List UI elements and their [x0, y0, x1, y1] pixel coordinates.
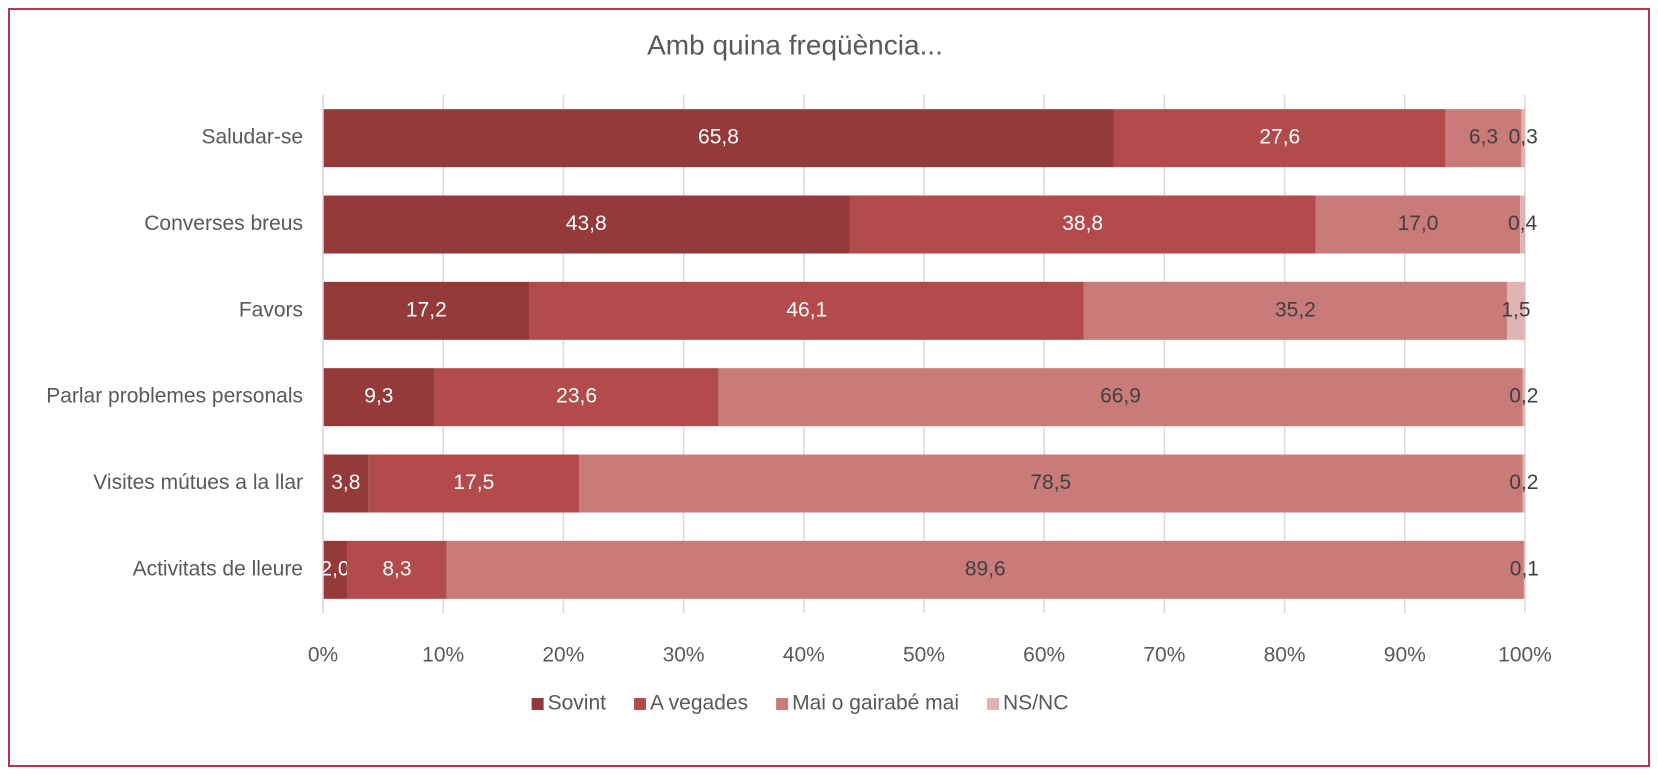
bar-segment: [446, 540, 1524, 599]
bar-segment: [1083, 281, 1507, 340]
data-label: 2,0: [320, 557, 349, 580]
legend-label: NS/NC: [1003, 692, 1068, 715]
bar-segment: [1520, 195, 1525, 254]
bar-segment: [434, 368, 719, 427]
bar-segment: [1506, 281, 1525, 340]
data-label: 46,1: [786, 298, 827, 321]
bar-segment: [718, 368, 1523, 427]
data-label: 78,5: [1030, 471, 1071, 494]
data-label: 1,5: [1501, 298, 1530, 321]
x-tick-label: 100%: [1498, 644, 1552, 667]
y-tick-label: Visites mútues a la llar: [93, 471, 303, 494]
x-tick-label: 0%: [308, 644, 338, 667]
bar-segment: [323, 195, 850, 254]
bar-segment: [849, 195, 1316, 254]
data-label: 38,8: [1062, 212, 1103, 235]
x-tick-label: 20%: [542, 644, 584, 667]
y-tick-label: Activitats de lleure: [133, 557, 303, 580]
bar-segment: [1521, 109, 1525, 168]
x-tick-label: 10%: [422, 644, 464, 667]
data-label: 17,0: [1398, 212, 1439, 235]
data-label: 0,2: [1509, 385, 1538, 408]
y-tick-label: Saludar-se: [201, 126, 303, 149]
legend-label: A vegades: [650, 692, 748, 715]
data-label: 8,3: [382, 557, 411, 580]
bar-segment: [347, 540, 447, 599]
data-label: 3,8: [331, 471, 360, 494]
x-tick-label: 60%: [1023, 644, 1065, 667]
bar-segment: [579, 454, 1523, 513]
legend-swatch: [531, 698, 544, 710]
data-label: 23,6: [556, 385, 597, 408]
bar-segment: [323, 281, 530, 340]
legend-swatch: [776, 698, 789, 710]
data-label: 17,5: [453, 471, 494, 494]
legend-label: Sovint: [548, 692, 607, 715]
bar-segment: [323, 109, 1114, 168]
legend-label: Mai o gairabé mai: [792, 692, 959, 715]
bar-segment: [1113, 109, 1446, 168]
x-tick-label: 40%: [783, 644, 825, 667]
data-label: 35,2: [1275, 298, 1316, 321]
data-label: 89,6: [965, 557, 1006, 580]
bar-segment: [1523, 540, 1525, 599]
bar-segment: [1522, 454, 1525, 513]
data-label: 65,8: [698, 126, 739, 149]
bar-segment: [368, 454, 580, 513]
y-tick-label: Favors: [239, 298, 303, 321]
data-label: 6,3: [1469, 126, 1498, 149]
x-tick-label: 50%: [903, 644, 945, 667]
bar-segment: [323, 540, 348, 599]
data-label: 66,9: [1100, 385, 1141, 408]
bar-segment: [323, 454, 369, 513]
legend-swatch: [634, 698, 647, 710]
y-tick-label: Parlar problemes personals: [46, 385, 303, 408]
bar-segment: [1315, 195, 1521, 254]
data-label: 17,2: [406, 298, 447, 321]
data-label: 43,8: [566, 212, 607, 235]
data-label: 0,3: [1509, 126, 1538, 149]
x-tick-label: 90%: [1384, 644, 1426, 667]
data-label: 0,4: [1508, 212, 1538, 235]
bar-segment: [1522, 368, 1525, 427]
bar-segment: [1445, 109, 1522, 168]
legend-swatch: [987, 698, 1000, 710]
x-tick-label: 80%: [1264, 644, 1306, 667]
bar-segment: [323, 368, 435, 427]
x-tick-label: 70%: [1143, 644, 1185, 667]
chart-title: Amb quina freqüència...: [647, 29, 943, 60]
data-label: 0,2: [1509, 471, 1538, 494]
bar-segment: [529, 281, 1084, 340]
data-label: 9,3: [364, 385, 393, 408]
data-label: 27,6: [1259, 126, 1300, 149]
data-label: 0,1: [1510, 557, 1539, 580]
x-tick-label: 30%: [663, 644, 705, 667]
y-tick-label: Converses breus: [144, 212, 303, 235]
